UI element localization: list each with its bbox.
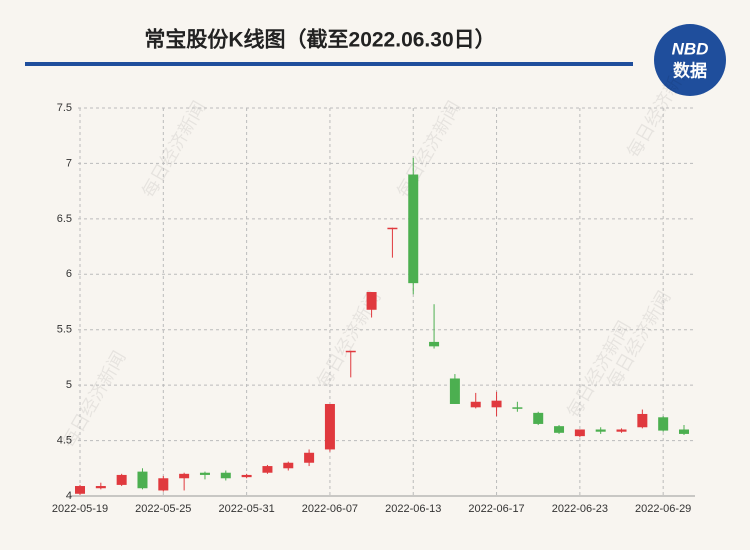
- candle-body: [595, 429, 606, 432]
- candle-body: [554, 426, 565, 433]
- candle-body: [574, 429, 585, 437]
- x-tick-label: 2022-06-23: [552, 503, 608, 515]
- x-tick-label: 2022-05-19: [52, 503, 108, 515]
- candle-body: [324, 403, 335, 450]
- candle-body: [658, 417, 669, 431]
- candle-body: [199, 472, 210, 475]
- candle-body: [137, 471, 148, 489]
- x-tick-label: 2022-06-17: [468, 503, 524, 515]
- candle-body: [429, 341, 440, 347]
- y-tick-label: 4.5: [57, 434, 72, 446]
- chart-title: 常宝股份K线图（截至2022.06.30日）: [144, 28, 495, 52]
- candle-body: [283, 462, 294, 469]
- candle-body: [220, 472, 231, 479]
- x-tick-label: 2022-06-07: [302, 503, 358, 515]
- candle-body: [262, 466, 273, 473]
- y-tick-label: 6: [66, 268, 72, 280]
- x-tick-label: 2022-05-31: [218, 503, 274, 515]
- candle-body: [179, 473, 190, 479]
- candle-body: [304, 452, 315, 463]
- logo-text: 数据: [673, 60, 707, 80]
- candle-body: [512, 407, 523, 409]
- candle-body: [408, 174, 419, 284]
- x-tick-label: 2022-05-25: [135, 503, 191, 515]
- candle-body: [491, 400, 502, 408]
- y-tick-label: 6.5: [57, 213, 72, 225]
- candle-body: [387, 227, 398, 230]
- candle-body: [470, 401, 481, 408]
- candle-body: [449, 378, 460, 404]
- y-tick-label: 7: [66, 157, 72, 169]
- y-tick-label: 4: [66, 490, 72, 502]
- candle-body: [95, 486, 106, 489]
- candle-body: [366, 292, 377, 310]
- candle-body: [241, 474, 252, 478]
- candle-body: [616, 429, 627, 432]
- candle-body: [533, 412, 544, 424]
- candle-body: [75, 486, 85, 494]
- candle-body: [158, 478, 169, 491]
- candle-body: [679, 429, 689, 434]
- logo: [654, 24, 726, 96]
- candle-body: [637, 413, 648, 428]
- candle-body: [116, 474, 127, 485]
- logo-text: NBD: [672, 39, 709, 58]
- y-tick-label: 5.5: [57, 324, 72, 336]
- y-tick-label: 5: [66, 379, 72, 391]
- title-underline: [25, 62, 633, 66]
- x-tick-label: 2022-06-13: [385, 503, 441, 515]
- y-tick-label: 7.5: [57, 102, 72, 114]
- x-tick-label: 2022-06-29: [635, 503, 691, 515]
- candle-body: [345, 350, 356, 353]
